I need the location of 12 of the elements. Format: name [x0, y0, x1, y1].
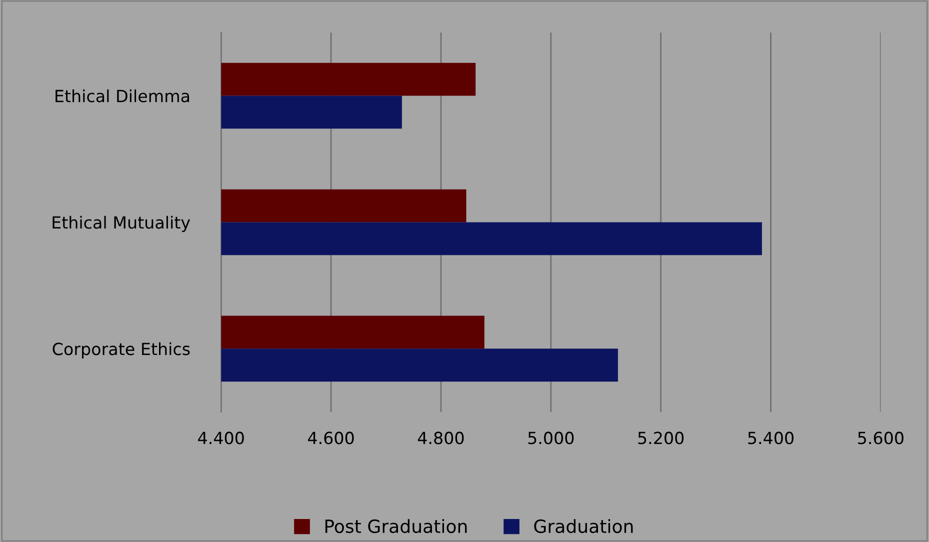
y-tick-label: Ethical Mutuality	[52, 216, 190, 232]
x-tick-label: 4.800	[418, 432, 464, 444]
x-tick-label: 5.600	[858, 432, 904, 444]
y-tick-label: Ethical Dilemma	[56, 89, 190, 102]
legend-label: Graduation	[534, 519, 633, 534]
x-tick-label: 4.400	[198, 432, 244, 444]
x-tick-label: 5.200	[638, 432, 684, 444]
legend-label: Post Graduation	[325, 519, 467, 534]
y-tick-label: Corporate Ethics	[52, 342, 190, 358]
x-tick-label: 5.000	[528, 432, 574, 444]
x-tick-label: 5.400	[748, 432, 794, 444]
x-tick-label: 4.600	[308, 432, 354, 444]
